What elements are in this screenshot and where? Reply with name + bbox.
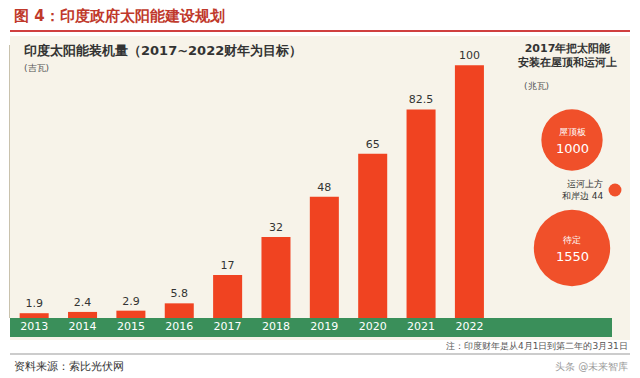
svg-text:2020: 2020 xyxy=(359,320,387,333)
svg-text:17: 17 xyxy=(221,259,235,272)
svg-text:2019: 2019 xyxy=(310,320,338,333)
svg-text:图 4：印度政府太阳能建设规划: 图 4：印度政府太阳能建设规划 xyxy=(14,7,225,25)
svg-text:48: 48 xyxy=(317,181,331,194)
svg-text:注：印度财年是从4月1日到第二年的3月31日: 注：印度财年是从4月1日到第二年的3月31日 xyxy=(446,341,628,351)
svg-text:5.8: 5.8 xyxy=(171,287,189,300)
svg-text:头条 @未来智库: 头条 @未来智库 xyxy=(555,361,628,372)
svg-text:82.5: 82.5 xyxy=(409,93,434,106)
svg-text:2.9: 2.9 xyxy=(122,295,139,308)
svg-text:1550: 1550 xyxy=(556,249,589,264)
svg-text:2017: 2017 xyxy=(214,320,242,333)
svg-text:印度太阳能装机量（2017~2022财年为目标）: 印度太阳能装机量（2017~2022财年为目标） xyxy=(24,43,302,58)
svg-text:2016: 2016 xyxy=(165,320,193,333)
svg-text:2018: 2018 xyxy=(262,320,290,333)
svg-text:65: 65 xyxy=(366,138,380,151)
svg-text:2022: 2022 xyxy=(455,320,483,333)
svg-text:运河上方和岸边 44: 运河上方和岸边 44 xyxy=(562,179,604,201)
svg-text:2015: 2015 xyxy=(117,320,145,333)
svg-text:1000: 1000 xyxy=(556,141,589,156)
svg-text:2.4: 2.4 xyxy=(74,296,92,309)
svg-text:100: 100 xyxy=(459,49,480,62)
svg-text:(吉瓦): (吉瓦) xyxy=(24,63,49,73)
svg-text:2014: 2014 xyxy=(69,320,97,333)
svg-text:资料来源：索比光伏网: 资料来源：索比光伏网 xyxy=(14,360,124,373)
svg-text:屋顶板: 屋顶板 xyxy=(559,127,586,137)
svg-text:2013: 2013 xyxy=(20,320,48,333)
svg-text:1.9: 1.9 xyxy=(25,297,43,310)
svg-text:待定: 待定 xyxy=(563,235,581,245)
svg-text:(兆瓦): (兆瓦) xyxy=(524,81,549,91)
svg-text:2017年把太阳能安装在屋顶和运河上: 2017年把太阳能安装在屋顶和运河上 xyxy=(518,42,617,69)
svg-text:2021: 2021 xyxy=(407,320,435,333)
svg-text:32: 32 xyxy=(269,221,283,234)
